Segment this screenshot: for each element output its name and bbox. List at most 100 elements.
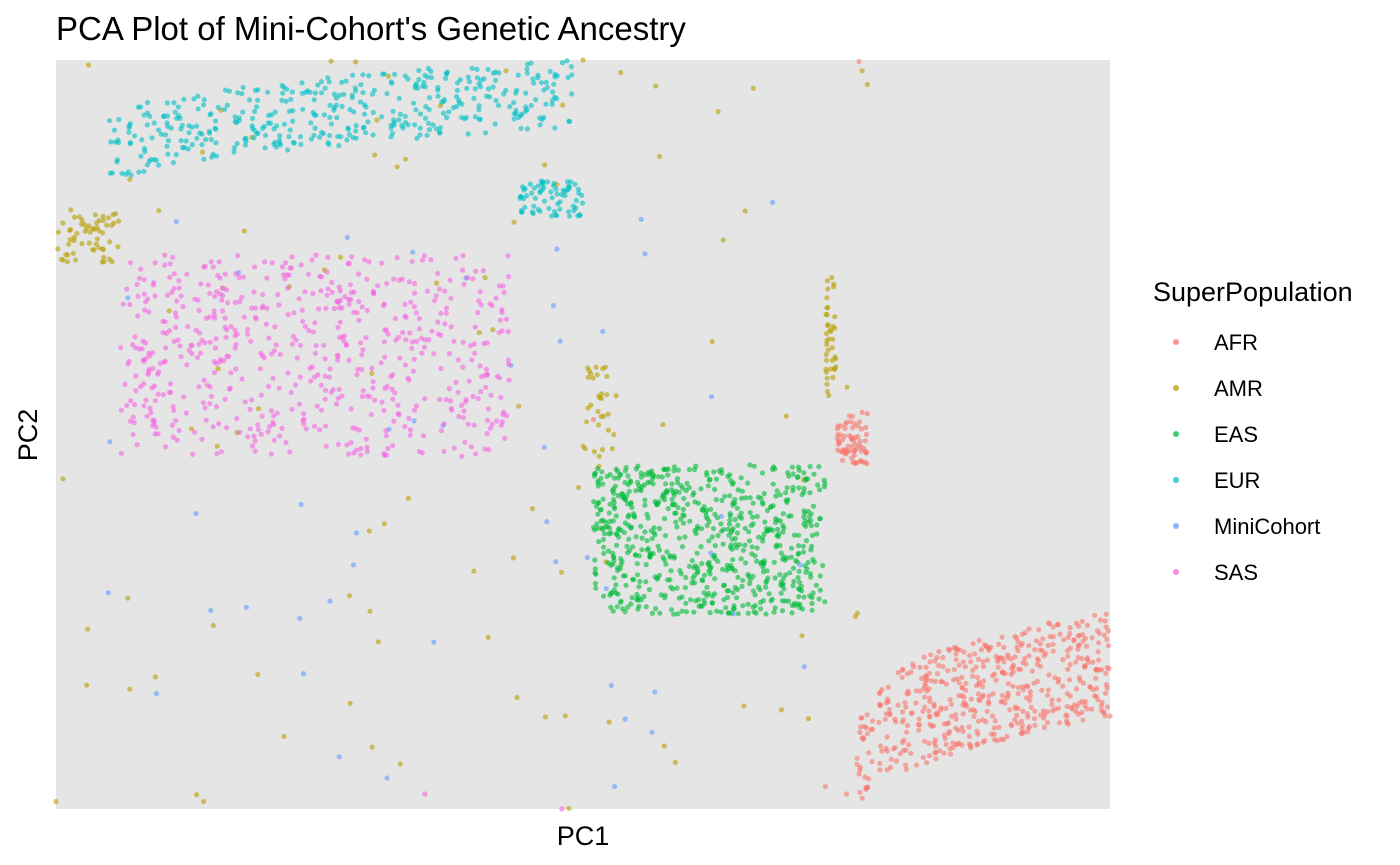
point-eas — [805, 519, 812, 525]
point-afr — [856, 58, 862, 65]
point-eas — [727, 493, 733, 499]
point-sas — [224, 353, 230, 359]
point-sas — [336, 299, 342, 305]
point-sas — [289, 254, 295, 260]
point-amr — [68, 207, 74, 213]
point-afr — [1073, 659, 1079, 665]
point-eur — [469, 65, 475, 71]
point-amr — [101, 254, 107, 260]
point-sas — [216, 421, 222, 427]
point-afr — [1098, 617, 1104, 623]
point-sas — [322, 373, 328, 379]
point-sas — [351, 309, 357, 315]
point-afr — [1064, 703, 1070, 710]
point-sas — [263, 321, 269, 327]
point-eas — [678, 571, 685, 577]
point-afr — [840, 457, 846, 463]
point-afr — [1025, 683, 1031, 690]
point-sas — [274, 410, 280, 416]
point-afr — [906, 742, 912, 748]
point-sas — [312, 350, 318, 356]
point-amr — [596, 422, 602, 428]
point-eur — [308, 136, 314, 142]
point-eur — [108, 139, 114, 145]
point-afr — [922, 694, 928, 700]
point-eur — [530, 76, 536, 82]
point-sas — [453, 379, 459, 386]
point-afr — [901, 737, 907, 743]
point-sas — [359, 352, 365, 358]
point-sas — [163, 444, 169, 450]
point-eas — [682, 585, 689, 591]
point-eas — [732, 517, 738, 523]
point-sas — [118, 407, 124, 413]
point-eur — [299, 80, 305, 86]
point-eas — [706, 538, 712, 544]
point-amr — [852, 614, 859, 620]
legend-key-amr — [1173, 385, 1179, 391]
point-eas — [749, 544, 755, 550]
point-afr — [1046, 672, 1052, 678]
point-afr — [1022, 630, 1028, 636]
point-afr — [1093, 675, 1099, 681]
point-afr — [1056, 720, 1062, 726]
point-sas — [267, 424, 273, 430]
point-afr — [1025, 729, 1031, 735]
point-eas — [783, 572, 789, 578]
point-eas — [747, 509, 753, 516]
point-minicohort — [642, 251, 648, 257]
point-sas — [503, 316, 510, 322]
point-afr — [1076, 623, 1082, 629]
point-eas — [634, 561, 640, 567]
point-eur — [388, 122, 394, 128]
point-eur — [318, 79, 325, 85]
point-eas — [619, 559, 625, 565]
point-eur — [179, 122, 185, 128]
point-eas — [656, 525, 663, 532]
point-sas — [322, 356, 328, 362]
point-eur — [366, 73, 372, 79]
point-afr — [837, 432, 844, 438]
point-eas — [796, 594, 802, 600]
point-sas — [303, 426, 309, 432]
point-eur — [414, 135, 420, 141]
point-afr — [1013, 705, 1019, 712]
point-minicohort — [638, 216, 644, 222]
point-amr — [823, 366, 829, 372]
point-eur — [524, 126, 531, 132]
point-sas — [409, 258, 415, 264]
point-amr — [86, 240, 92, 246]
point-afr — [943, 741, 949, 748]
point-afr — [968, 696, 974, 702]
point-sas — [395, 402, 401, 408]
point-eas — [623, 582, 629, 588]
point-sas — [171, 271, 177, 277]
point-afr — [956, 693, 962, 699]
point-eur — [231, 145, 237, 151]
point-sas — [152, 293, 158, 299]
point-sas — [462, 439, 468, 445]
point-afr — [917, 722, 923, 728]
point-sas — [438, 365, 444, 372]
point-eur — [370, 132, 376, 138]
point-eur — [186, 130, 192, 136]
point-eur — [471, 95, 477, 101]
point-sas — [375, 283, 381, 289]
point-eas — [593, 585, 599, 591]
point-amr — [830, 374, 836, 380]
point-eas — [649, 610, 656, 617]
point-afr — [1079, 656, 1085, 662]
point-eur — [388, 79, 394, 85]
point-sas — [346, 296, 352, 302]
point-eur — [528, 102, 534, 109]
point-afr — [973, 664, 979, 670]
point-eas — [808, 523, 815, 529]
point-afr — [953, 725, 959, 731]
point-eur — [490, 84, 496, 90]
point-sas — [362, 257, 368, 263]
point-eas — [807, 571, 814, 577]
point-sas — [505, 253, 511, 259]
point-eas — [629, 595, 635, 601]
point-eas — [662, 533, 669, 539]
point-sas — [288, 265, 295, 271]
